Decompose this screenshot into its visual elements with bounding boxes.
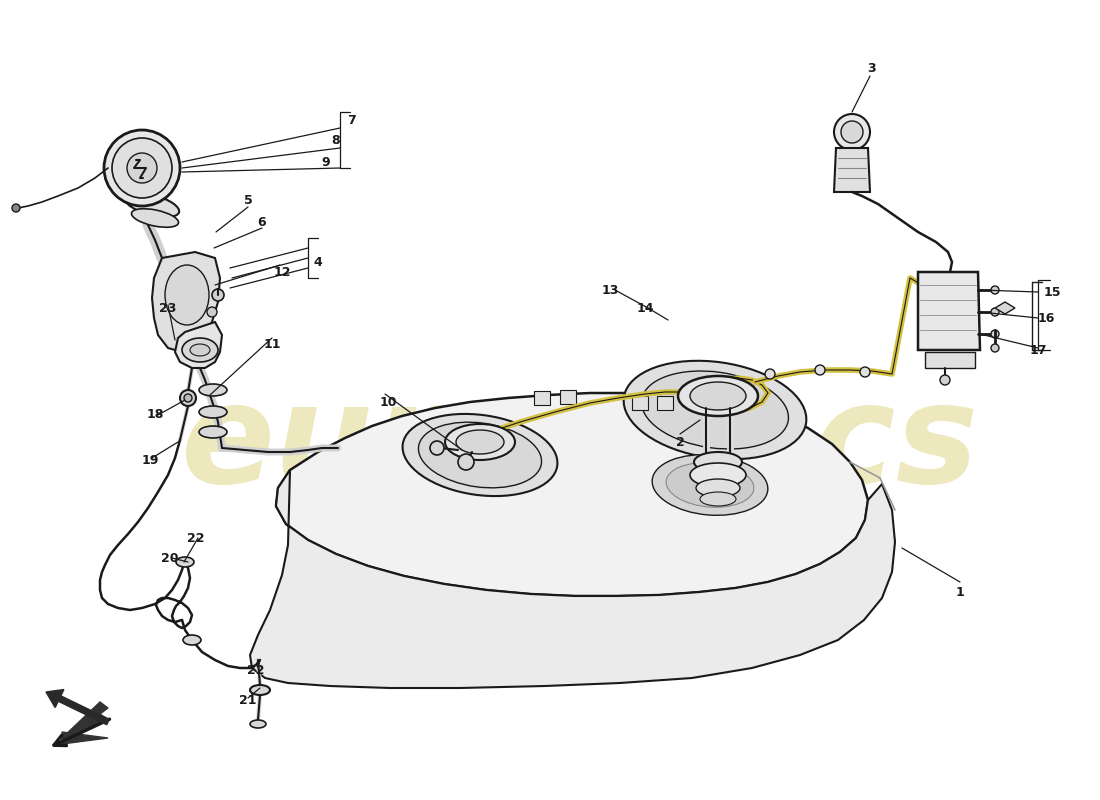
Text: 1: 1 xyxy=(956,586,965,598)
Polygon shape xyxy=(534,391,550,405)
Text: 18: 18 xyxy=(146,409,164,422)
Ellipse shape xyxy=(456,430,504,454)
Text: 10: 10 xyxy=(379,395,397,409)
Polygon shape xyxy=(62,732,108,744)
Circle shape xyxy=(860,367,870,377)
Circle shape xyxy=(991,308,999,316)
Text: 6: 6 xyxy=(257,215,266,229)
Polygon shape xyxy=(152,252,220,352)
Text: 13: 13 xyxy=(602,283,618,297)
Ellipse shape xyxy=(418,422,541,488)
Ellipse shape xyxy=(132,209,178,227)
Polygon shape xyxy=(925,352,975,368)
Ellipse shape xyxy=(165,265,209,325)
Circle shape xyxy=(207,307,217,317)
Circle shape xyxy=(991,344,999,352)
Ellipse shape xyxy=(696,479,740,497)
Text: a passion for car parts since 1989: a passion for car parts since 1989 xyxy=(337,566,642,584)
Ellipse shape xyxy=(446,424,515,460)
Ellipse shape xyxy=(182,338,218,362)
Ellipse shape xyxy=(183,635,201,645)
Circle shape xyxy=(184,394,192,402)
Polygon shape xyxy=(632,396,648,410)
Text: 20: 20 xyxy=(162,551,178,565)
Ellipse shape xyxy=(641,371,789,449)
Circle shape xyxy=(940,375,950,385)
Polygon shape xyxy=(276,393,868,596)
Circle shape xyxy=(764,369,776,379)
Ellipse shape xyxy=(624,361,806,459)
Circle shape xyxy=(991,330,999,338)
Text: 9: 9 xyxy=(321,155,330,169)
Text: 8: 8 xyxy=(332,134,340,146)
Polygon shape xyxy=(834,148,870,192)
Ellipse shape xyxy=(199,384,227,396)
Text: 4: 4 xyxy=(314,255,322,269)
Polygon shape xyxy=(175,322,222,368)
Ellipse shape xyxy=(694,452,743,472)
Text: 17: 17 xyxy=(1030,343,1047,357)
Ellipse shape xyxy=(667,462,754,507)
Circle shape xyxy=(180,390,196,406)
Ellipse shape xyxy=(700,492,736,506)
Text: eurospecs: eurospecs xyxy=(180,378,979,513)
Text: 2: 2 xyxy=(675,435,684,449)
Text: 22: 22 xyxy=(248,663,265,677)
Circle shape xyxy=(834,114,870,150)
Text: 12: 12 xyxy=(273,266,290,278)
Text: 5: 5 xyxy=(243,194,252,206)
Text: 21: 21 xyxy=(240,694,256,706)
Text: 11: 11 xyxy=(263,338,280,351)
Ellipse shape xyxy=(403,414,558,496)
Ellipse shape xyxy=(199,426,227,438)
Polygon shape xyxy=(62,702,108,738)
Ellipse shape xyxy=(250,685,270,695)
Text: 7: 7 xyxy=(348,114,356,126)
Circle shape xyxy=(12,204,20,212)
Polygon shape xyxy=(918,272,980,350)
Circle shape xyxy=(430,441,444,455)
Ellipse shape xyxy=(124,193,179,217)
Polygon shape xyxy=(560,390,576,404)
Polygon shape xyxy=(996,302,1015,314)
Text: 22: 22 xyxy=(187,531,205,545)
Polygon shape xyxy=(657,396,673,410)
Ellipse shape xyxy=(690,463,746,487)
Text: 14: 14 xyxy=(636,302,653,314)
Ellipse shape xyxy=(690,382,746,410)
Circle shape xyxy=(991,286,999,294)
Circle shape xyxy=(112,138,172,198)
Text: 23: 23 xyxy=(160,302,177,314)
Ellipse shape xyxy=(678,376,758,416)
Circle shape xyxy=(126,153,157,183)
Circle shape xyxy=(104,130,180,206)
Text: 19: 19 xyxy=(141,454,158,466)
Ellipse shape xyxy=(199,406,227,418)
Text: 15: 15 xyxy=(1043,286,1060,298)
Ellipse shape xyxy=(176,557,194,567)
Circle shape xyxy=(842,121,864,143)
Circle shape xyxy=(815,365,825,375)
Ellipse shape xyxy=(652,454,768,515)
Text: 16: 16 xyxy=(1037,311,1055,325)
Circle shape xyxy=(458,454,474,470)
Circle shape xyxy=(212,289,224,301)
Polygon shape xyxy=(250,470,895,688)
FancyArrow shape xyxy=(46,690,109,725)
Ellipse shape xyxy=(190,344,210,356)
Ellipse shape xyxy=(250,720,266,728)
Text: 3: 3 xyxy=(868,62,877,74)
